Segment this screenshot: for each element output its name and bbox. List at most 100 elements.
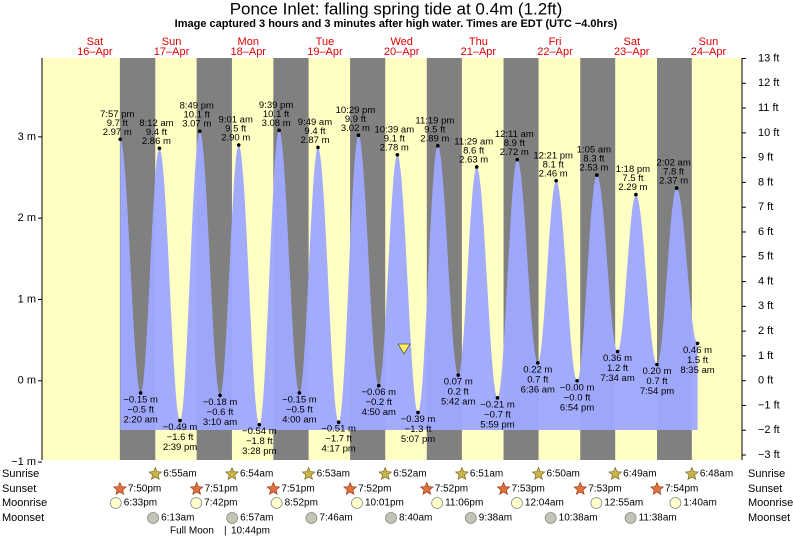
y2-tick-label: 10 ft	[758, 127, 779, 139]
tide-m-label: −0.49 m	[163, 422, 198, 433]
moonrise-time: 11:06pm	[445, 498, 483, 509]
tide-m-label: 0.36 m	[603, 353, 632, 364]
tide-time: 2:39 pm	[163, 442, 197, 453]
day-name: Wed	[390, 36, 412, 48]
tide-ft-label: −1.3 ft	[405, 424, 432, 435]
sunrise-time: 6:49am	[623, 469, 656, 480]
tide-ft-label: −1.6 ft	[167, 432, 194, 443]
tide-ft-label: 10.1 ft	[263, 109, 290, 120]
moonrise-time: 7:42pm	[204, 498, 237, 509]
sunrise-time: 6:52am	[393, 469, 426, 480]
y2-tick-label: 11 ft	[758, 102, 779, 114]
moonrise-icon	[590, 497, 603, 509]
tide-time: 5:42 am	[441, 397, 475, 408]
tide-m-label: 2.72 m	[500, 147, 529, 158]
moonrise-time: 8:52pm	[285, 498, 318, 509]
y2-tick-label: 9 ft	[758, 152, 773, 164]
tide-point	[257, 422, 262, 427]
tide-time: 7:54 pm	[640, 386, 674, 397]
y2-tick-label: 1 ft	[758, 350, 773, 362]
tide-m-label: −0.00 m	[560, 382, 595, 393]
y2-tick-label: 12 ft	[758, 77, 779, 89]
moonrise-icon	[270, 497, 283, 509]
sunrise-icon	[378, 466, 393, 481]
moonset-icon	[624, 512, 637, 524]
sunset-icon	[496, 481, 511, 496]
moonrise-icon	[190, 497, 203, 509]
tide-point	[197, 129, 202, 133]
tide-point	[336, 420, 341, 425]
moonset-icon	[226, 512, 239, 524]
chart-title: Ponce Inlet: falling spring tide at 0.4m…	[230, 0, 563, 18]
moonrise-icon	[431, 497, 444, 509]
day-name: Tue	[316, 36, 335, 48]
sunrise-time: 6:48am	[700, 469, 733, 480]
y2-tick-label: 5 ft	[758, 251, 773, 263]
tide-time: 4:50 am	[362, 407, 396, 418]
tide-m-label: 2.97 m	[103, 127, 132, 138]
moonset-time: 6:13am	[161, 513, 194, 524]
tide-ft-label: −0.5 ft	[127, 404, 154, 415]
tide-point	[356, 133, 361, 138]
y2-tick-label: 3 ft	[758, 300, 773, 312]
sunrise-icon	[684, 466, 699, 481]
moonrise-time: 6:33pm	[124, 498, 157, 509]
tide-point	[436, 144, 440, 148]
y2-tick-label: −3 ft	[758, 449, 780, 461]
row-label-right: Sunrise	[748, 468, 785, 480]
tide-m-label: 0.07 m	[444, 377, 473, 388]
sunrise-icon	[148, 466, 163, 481]
tide-point	[674, 186, 679, 190]
tide-ft-label: −1.7 ft	[325, 434, 352, 445]
sunrise-icon	[224, 466, 239, 481]
tide-time: 10:39 am	[375, 124, 415, 135]
tide-time: 9:01 am	[219, 115, 253, 126]
tide-ft-label: 9.1 ft	[384, 133, 405, 144]
row-label-right: Moonset	[748, 512, 790, 524]
sunrise-time: 6:55am	[163, 469, 196, 480]
sunrise-icon	[301, 466, 316, 481]
moon-phase: Full Moon	[170, 526, 214, 537]
y2-tick-label: −1 ft	[758, 399, 780, 411]
tide-m-label: −0.06 m	[361, 387, 396, 398]
current-level-marker	[397, 343, 411, 355]
sunset-icon	[266, 481, 281, 496]
sunrise-time: 6:53am	[317, 469, 350, 480]
sunset-time: 7:51pm	[281, 484, 314, 495]
tide-point	[575, 378, 579, 383]
tide-labels: 7:57 pm9.7 ft2.97 m−0.15 m−0.5 ft2:20 am…	[100, 100, 715, 457]
tide-time: 12:21 pm	[533, 150, 573, 161]
tide-time: 5:59 pm	[480, 419, 514, 430]
tide-time: 12:11 am	[495, 129, 534, 140]
tide-ft-label: −0.6 ft	[207, 407, 234, 418]
sunset-time: 7:50pm	[128, 484, 161, 495]
chart-subtitle: Image captured 3 hours and 3 minutes aft…	[175, 18, 618, 30]
tide-time: 8:35 am	[680, 365, 714, 376]
sunset-icon	[419, 481, 434, 496]
tide-time: 11:19 pm	[415, 115, 454, 126]
y-tick-label: −1 m	[11, 456, 36, 468]
tide-time: 8:49 pm	[180, 101, 214, 112]
tide-ft-label: 9.9 ft	[345, 114, 366, 125]
day-date: 20–Apr	[384, 46, 420, 58]
tide-time: 3:10 am	[203, 417, 237, 428]
sunrise-icon	[454, 466, 469, 481]
moon-phase-separator: |	[224, 526, 227, 537]
tide-point	[395, 152, 400, 157]
moonset-time: 9:38am	[479, 513, 512, 524]
tide-point	[376, 383, 381, 388]
tide-m-label: −0.54 m	[242, 426, 277, 437]
tide-m-label: 2.37 m	[659, 176, 688, 187]
tide-time: 1:05 am	[577, 145, 611, 156]
tide-ft-label: −0.5 ft	[286, 404, 313, 415]
tide-time: 8:12 am	[139, 118, 173, 129]
moon-phase-time: 10:44pm	[231, 526, 270, 537]
tide-m-label: −0.21 m	[480, 399, 515, 410]
moonset-time: 10:38am	[559, 513, 598, 524]
day-date: 24–Apr	[691, 46, 727, 58]
tide-time: 4:00 am	[282, 414, 316, 425]
tide-curve-group	[120, 130, 698, 430]
tide-ft-label: 7.8 ft	[663, 167, 684, 178]
tide-ft-label: −0.2 ft	[365, 397, 392, 408]
sunset-icon	[189, 481, 204, 496]
